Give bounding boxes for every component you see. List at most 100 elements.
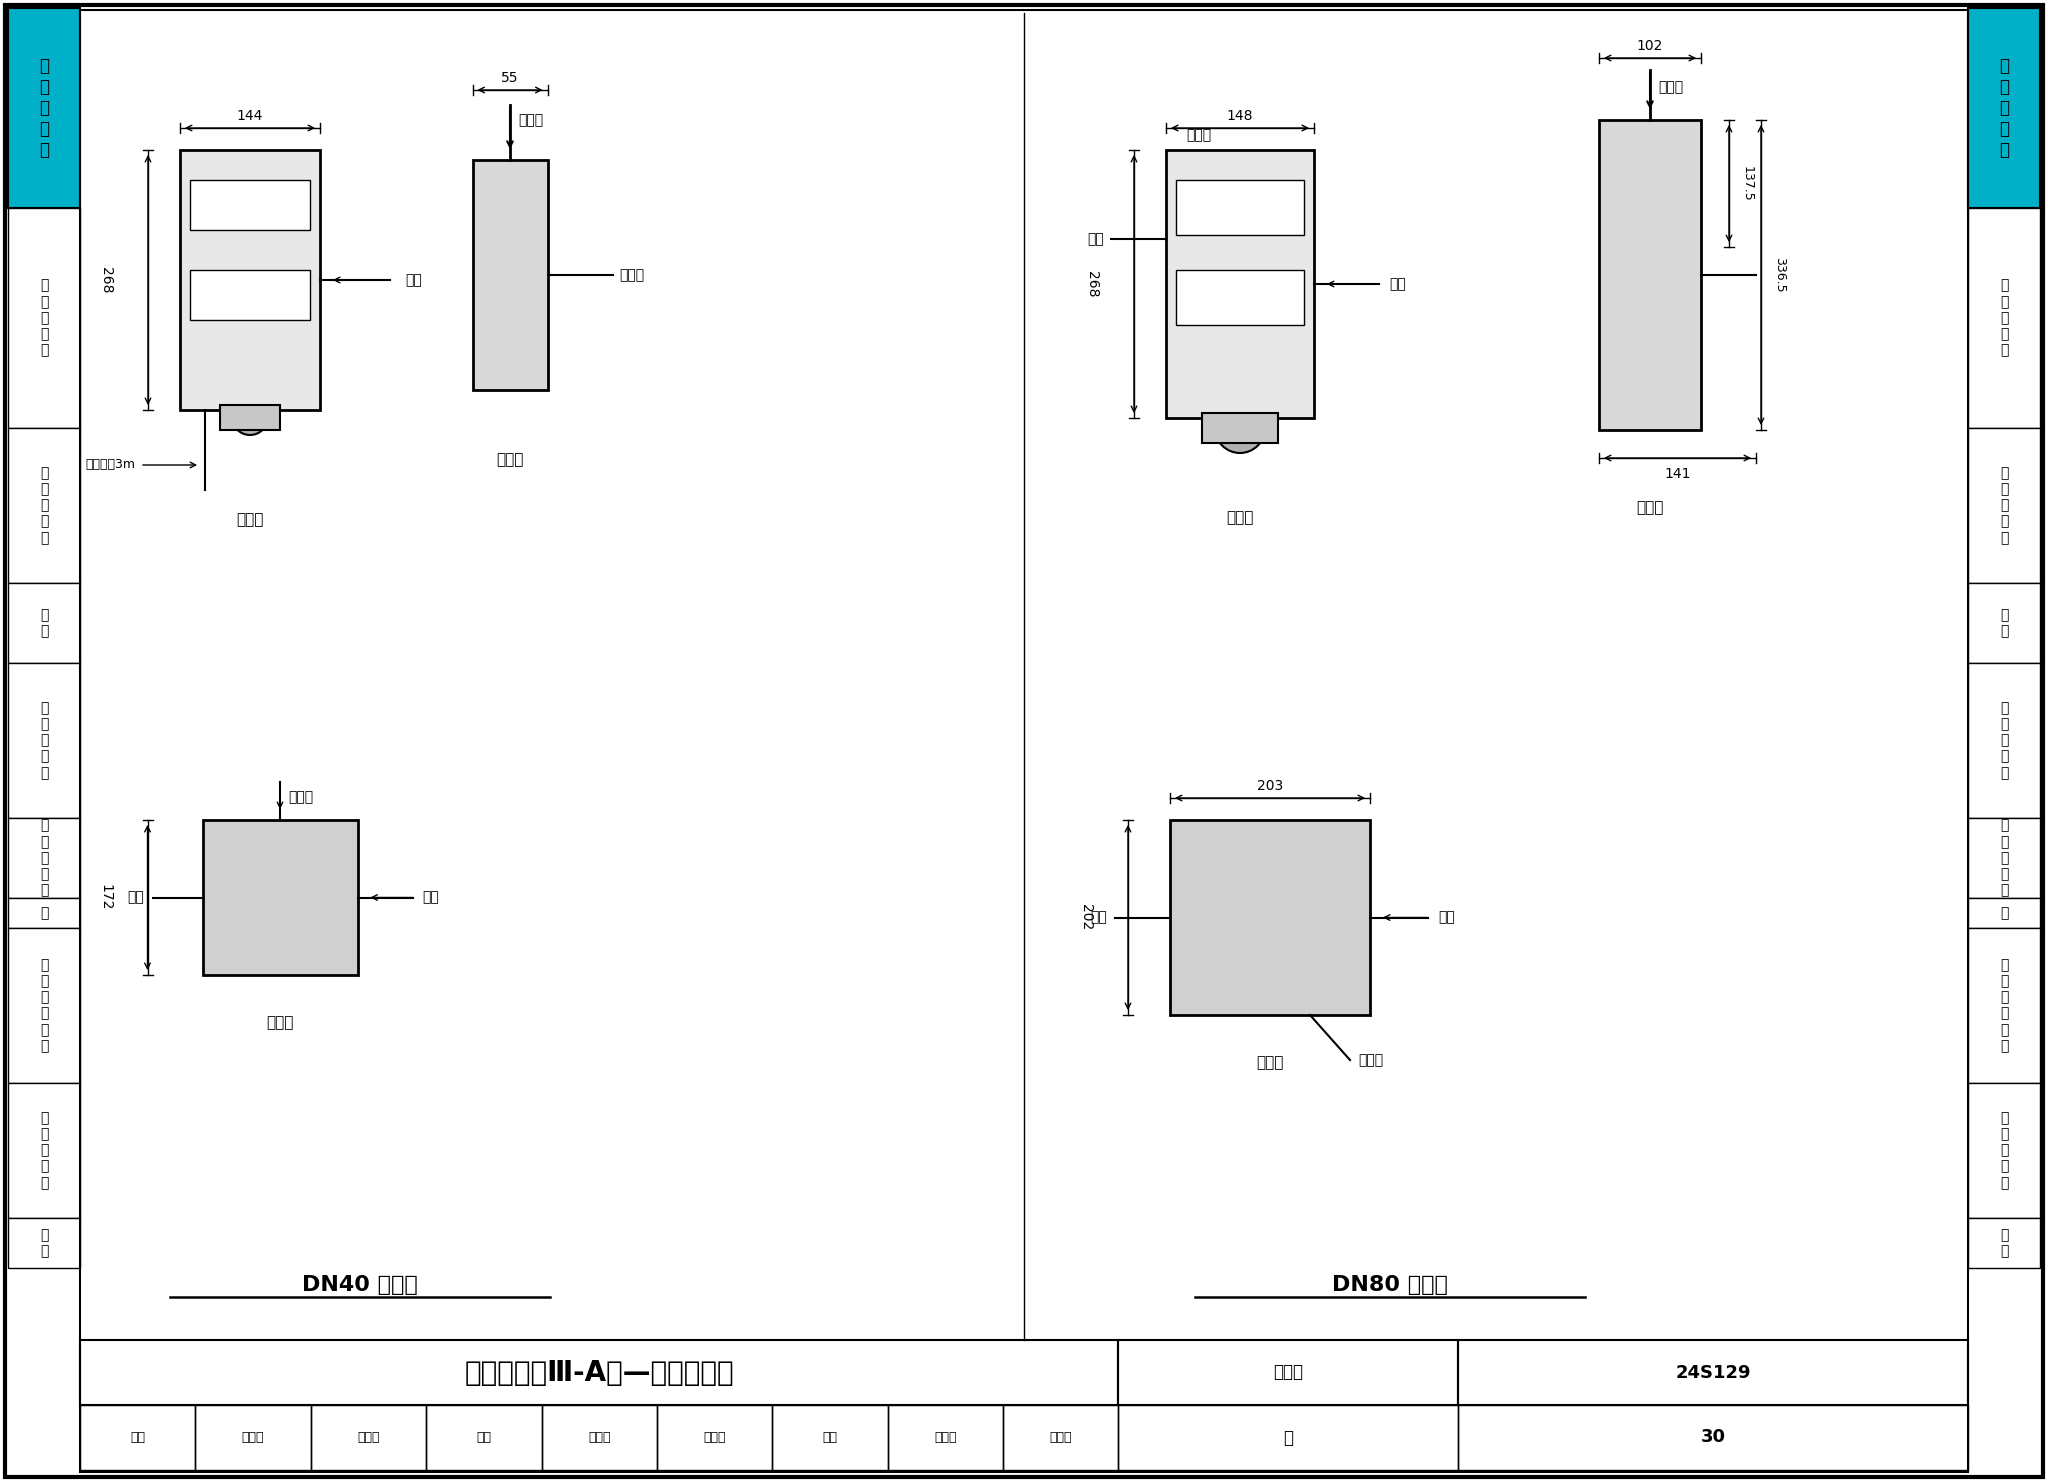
Circle shape bbox=[240, 886, 260, 908]
Bar bbox=[1968, 662, 2040, 818]
Circle shape bbox=[268, 886, 291, 908]
Text: 202: 202 bbox=[1079, 904, 1094, 931]
Text: 恒温水: 恒温水 bbox=[1358, 1054, 1382, 1067]
Text: 毒
热
水
专
用
消: 毒 热 水 专 用 消 bbox=[39, 957, 49, 1054]
Bar bbox=[657, 1405, 772, 1470]
Text: 审核: 审核 bbox=[131, 1432, 145, 1443]
Text: 平面图: 平面图 bbox=[266, 1015, 293, 1030]
Text: 胶
囊
膨
胀
罐: 胶 囊 膨 胀 罐 bbox=[39, 1112, 49, 1190]
Text: 温
控
循
环
阀: 温 控 循 环 阀 bbox=[1999, 279, 2009, 357]
Circle shape bbox=[299, 886, 322, 908]
Circle shape bbox=[1255, 904, 1284, 932]
Text: 热水: 热水 bbox=[1087, 233, 1104, 246]
Bar bbox=[1169, 820, 1370, 1015]
Circle shape bbox=[256, 873, 303, 922]
Text: 设计: 设计 bbox=[823, 1432, 838, 1443]
Bar bbox=[772, 1405, 887, 1470]
Text: 24S129: 24S129 bbox=[1675, 1363, 1751, 1381]
Text: 冷水: 冷水 bbox=[422, 891, 438, 904]
Text: 冷水: 冷水 bbox=[406, 273, 422, 288]
Text: 电线长度3m: 电线长度3m bbox=[86, 458, 135, 471]
Bar bbox=[473, 160, 547, 390]
Bar bbox=[8, 662, 80, 818]
Bar bbox=[1599, 120, 1702, 430]
Bar bbox=[190, 270, 309, 320]
Circle shape bbox=[1624, 330, 1675, 379]
Circle shape bbox=[1606, 230, 1696, 320]
Text: 温
控
循
环
阀: 温 控 循 环 阀 bbox=[39, 279, 49, 357]
Bar bbox=[426, 1405, 541, 1470]
Bar bbox=[80, 1340, 1118, 1405]
Circle shape bbox=[225, 873, 274, 922]
Text: 立面图: 立面图 bbox=[1227, 510, 1253, 526]
Bar bbox=[1165, 150, 1315, 418]
Bar bbox=[8, 898, 80, 928]
Text: 203: 203 bbox=[1257, 780, 1284, 793]
Bar bbox=[887, 1405, 1004, 1470]
Text: 336.5: 336.5 bbox=[1774, 258, 1786, 293]
Circle shape bbox=[1280, 888, 1339, 947]
Text: 30: 30 bbox=[1700, 1429, 1726, 1446]
Bar bbox=[8, 818, 80, 898]
Bar bbox=[1176, 270, 1305, 325]
Circle shape bbox=[492, 212, 528, 247]
Text: 102: 102 bbox=[1636, 39, 1663, 53]
Text: 校对: 校对 bbox=[477, 1432, 492, 1443]
Text: 冷水: 冷水 bbox=[1389, 277, 1405, 290]
Bar bbox=[8, 1218, 80, 1269]
Text: 热水: 热水 bbox=[127, 891, 145, 904]
Text: 172: 172 bbox=[98, 885, 113, 910]
Text: 静
态: 静 态 bbox=[1999, 608, 2009, 639]
Bar bbox=[1968, 7, 2040, 207]
Text: 55: 55 bbox=[502, 71, 518, 84]
Text: 侧面图: 侧面图 bbox=[1636, 501, 1663, 516]
Bar bbox=[8, 7, 80, 207]
Text: 脉
冲
阻
垢
器: 脉 冲 阻 垢 器 bbox=[39, 818, 49, 898]
Bar bbox=[1118, 1405, 1458, 1470]
Circle shape bbox=[1624, 250, 1675, 299]
Text: 137.5: 137.5 bbox=[1741, 166, 1753, 202]
Text: 148: 148 bbox=[1227, 110, 1253, 123]
Bar bbox=[1176, 179, 1305, 236]
Text: 流
量
平
衡
阀: 流 量 平 衡 阀 bbox=[39, 467, 49, 545]
Bar bbox=[1968, 898, 2040, 928]
Circle shape bbox=[477, 247, 543, 313]
Circle shape bbox=[492, 262, 528, 298]
Text: 粮蓝子: 粮蓝子 bbox=[356, 1432, 379, 1443]
Text: 热
水
循
环
泵: 热 水 循 环 泵 bbox=[1999, 701, 2009, 780]
Text: 侧面图: 侧面图 bbox=[496, 452, 524, 467]
Text: 恒温水: 恒温水 bbox=[1659, 80, 1683, 93]
Bar bbox=[8, 428, 80, 582]
Bar bbox=[541, 1405, 657, 1470]
Text: 流
量
平
衡
阀: 流 量 平 衡 阀 bbox=[1999, 467, 2009, 545]
Bar bbox=[80, 1405, 195, 1470]
Bar bbox=[195, 1405, 311, 1470]
Text: 恒
温
混
合
阀: 恒 温 混 合 阀 bbox=[1999, 58, 2009, 159]
Text: 立
式: 立 式 bbox=[1999, 1229, 2009, 1258]
Circle shape bbox=[1239, 888, 1300, 947]
Bar bbox=[1968, 428, 2040, 582]
Bar bbox=[1968, 1218, 2040, 1269]
Text: 毒
热
水
专
用
消: 毒 热 水 专 用 消 bbox=[1999, 957, 2009, 1054]
Bar bbox=[8, 582, 80, 662]
Circle shape bbox=[1214, 403, 1266, 453]
Bar bbox=[8, 207, 80, 428]
Text: 静
态: 静 态 bbox=[39, 608, 49, 639]
Text: 热水: 热水 bbox=[1090, 910, 1108, 925]
Bar bbox=[1458, 1405, 1968, 1470]
Circle shape bbox=[1200, 888, 1260, 947]
Text: 电: 电 bbox=[39, 906, 49, 920]
Circle shape bbox=[231, 399, 268, 436]
Circle shape bbox=[477, 199, 543, 262]
Text: 张燕平: 张燕平 bbox=[242, 1432, 264, 1443]
Bar bbox=[1968, 207, 2040, 428]
Text: 268: 268 bbox=[1085, 271, 1100, 298]
Text: 恒
温
混
合
阀: 恒 温 混 合 阀 bbox=[39, 58, 49, 159]
Text: 恒温混合阀Ⅲ-A型—单阀外形图: 恒温混合阀Ⅲ-A型—单阀外形图 bbox=[465, 1359, 733, 1387]
Text: 李建业: 李建业 bbox=[588, 1432, 610, 1443]
Circle shape bbox=[1624, 170, 1675, 219]
Bar bbox=[180, 150, 319, 411]
Bar bbox=[1118, 1340, 1458, 1405]
Bar bbox=[8, 1083, 80, 1218]
Text: 恒温水: 恒温水 bbox=[518, 113, 543, 127]
